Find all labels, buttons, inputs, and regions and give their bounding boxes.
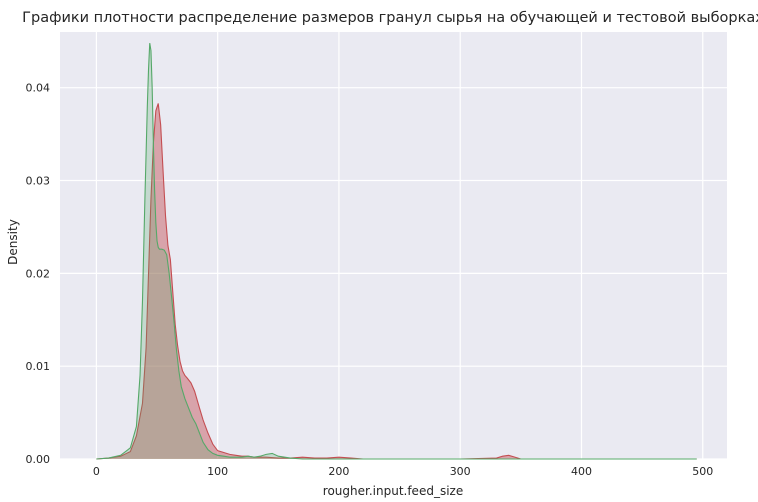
plot-area	[60, 32, 727, 459]
tick-labels: 0 100 200 300 400 500 0.00 0.01 0.02 0.03 0.04	[26, 82, 714, 478]
y-tick-label: 0.04	[26, 82, 51, 95]
x-tick-label: 300	[450, 465, 471, 478]
x-tick-label: 0	[93, 465, 100, 478]
density-line-2	[96, 43, 697, 460]
plot-background	[60, 32, 727, 459]
y-tick-label: 0.02	[26, 267, 51, 280]
density-area-1	[96, 103, 697, 459]
x-tick-label: 500	[692, 465, 713, 478]
y-tick-label: 0.01	[26, 360, 51, 373]
y-tick-label: 0.03	[26, 175, 51, 188]
y-axis-label: Density	[6, 219, 20, 265]
chart-title: Графики плотности распределение размеров…	[22, 10, 758, 26]
density-area-2	[96, 43, 697, 459]
y-tick-label: 0.00	[26, 453, 51, 466]
x-tick-label: 400	[571, 465, 592, 478]
x-tick-label: 100	[207, 465, 228, 478]
x-tick-label: 200	[328, 465, 349, 478]
x-axis-label: rougher.input.feed_size	[323, 484, 463, 498]
series-layer	[96, 43, 697, 460]
